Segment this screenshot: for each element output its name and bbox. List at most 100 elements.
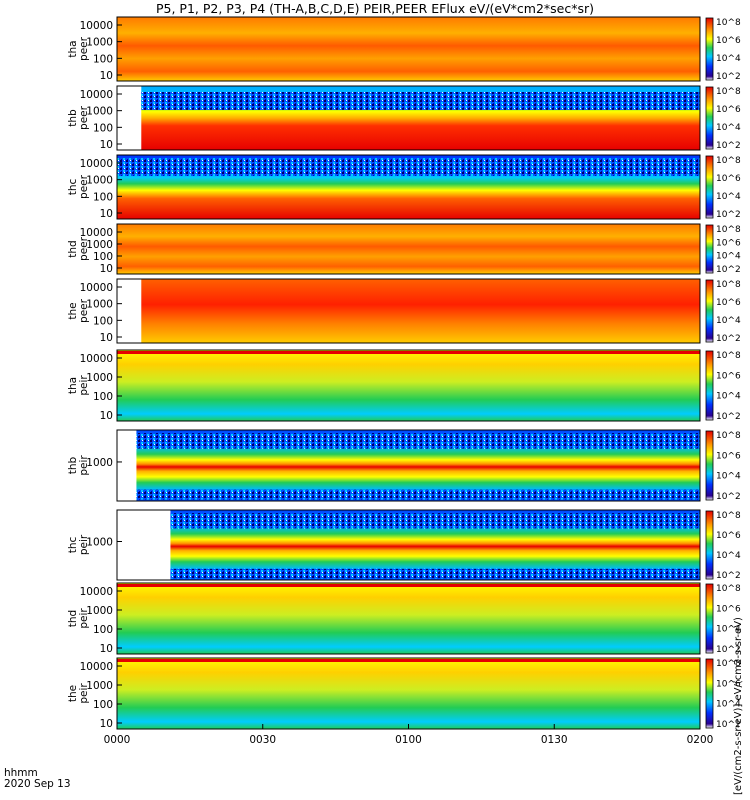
y-tick-label: 100 [93, 122, 113, 134]
colorbar-tick-label: 10^2 [716, 720, 741, 730]
colorbar-tick-label: 10^4 [716, 700, 741, 710]
colorbar: 10^2 10^4 10^6 10^8 [705, 658, 741, 730]
panel-thd-peir: thdpeir 10000 1000 100 10 10^2 10^4 10^6 10^8 [67, 582, 741, 655]
panel-ylabel: thapeir [67, 375, 90, 396]
product-label: peer [78, 105, 90, 130]
probe-label: thc [67, 179, 79, 196]
panel-tha-peer: thapeer 10000 1000 100 10 10^2 10^4 10^6 10^8 [67, 16, 741, 82]
probe-label: tha [67, 377, 79, 394]
colorbar-tick-label: 10^8 [716, 584, 741, 594]
colorbar-scale [705, 17, 714, 81]
y-tick-label: 1000 [86, 372, 113, 384]
colorbar-tick-label: 10^8 [716, 659, 741, 669]
panel-frame [116, 509, 701, 581]
panel-frame [116, 85, 701, 151]
colorbar-tick-label: 10^6 [716, 238, 741, 248]
y-tick-label: 100 [93, 251, 113, 263]
y-tick-label: 1000 [86, 605, 113, 617]
y-tick-label: 10000 [80, 158, 113, 170]
top-stripe [117, 659, 700, 662]
spectrogram [117, 583, 700, 654]
y-tick-label: 10 [100, 332, 113, 344]
colorbar-tick-label: 10^8 [716, 225, 741, 235]
colorbar: 10^2 10^4 10^6 10^8 [705, 510, 741, 581]
probe-label: thb [67, 109, 79, 127]
colorbar-tick-label: 10^6 [716, 371, 741, 381]
colorbar-tick-label: 10^4 [716, 54, 741, 64]
panel-ylabel: thdpeir [67, 608, 90, 629]
y-tick-label: 10000 [80, 227, 113, 239]
colorbar: 10^2 10^4 10^6 10^8 [705, 279, 741, 344]
x-tick-label: 0200 [687, 734, 714, 746]
time-format-label: hhmm [4, 767, 38, 779]
y-tick-label: 100 [93, 699, 113, 711]
probe-label: the [67, 685, 79, 702]
noise-band-top [170, 513, 701, 529]
noise-band-top [136, 433, 700, 449]
colorbar-tick-label: 10^8 [716, 156, 741, 166]
x-tick-label: 0130 [541, 734, 568, 746]
colorbar-title: [eV/(cm2-s-sr-eV)] eV/(cm2-s-sr-eV) [733, 617, 744, 795]
product-label: peir [78, 455, 90, 476]
colorbar-tick-label: 10^2 [716, 210, 741, 220]
colorbar-tick-label: 10^8 [716, 511, 741, 521]
colorbar-scale [705, 583, 714, 654]
colorbar: 10^2 10^4 10^6 10^8 [705, 430, 741, 502]
y-tick-label: 1000 [86, 239, 113, 251]
colorbar-tick-label: 10^4 [716, 625, 741, 635]
noise-band [141, 92, 700, 110]
colorbar-tick-label: 10^4 [716, 551, 741, 561]
colorbar: 10^2 10^4 10^6 10^8 [705, 350, 741, 422]
product-label: peer [78, 236, 90, 261]
colorbar-tick-label: 10^2 [716, 492, 741, 502]
panel-tha-peir: thapeir 10000 1000 100 10 10^2 10^4 10^6 10^8 [67, 349, 741, 422]
y-tick-label: 1000 [86, 457, 113, 469]
product-label: peir [78, 683, 90, 704]
colorbar: 10^2 10^4 10^6 10^8 [705, 224, 741, 275]
colorbar-scale [705, 86, 714, 150]
x-tick-label: 0000 [104, 734, 131, 746]
probe-label: tha [67, 40, 79, 57]
y-tick-label: 10000 [80, 586, 113, 598]
colorbar-tick-label: 10^6 [716, 298, 741, 308]
y-tick-label: 1000 [86, 299, 113, 311]
panel-frame [116, 223, 701, 275]
panel-frame [116, 429, 701, 502]
colorbar-scale [705, 155, 714, 219]
product-label: peer [78, 36, 90, 61]
y-tick-label: 10000 [80, 282, 113, 294]
colorbar-tick-label: 10^6 [716, 105, 741, 115]
colorbar-tick-label: 10^6 [716, 451, 741, 461]
date-label: 2020 Sep 13 [4, 778, 71, 790]
panel-frame [116, 582, 701, 655]
panel-ylabel: thepeir [67, 683, 90, 704]
y-tick-label: 100 [93, 624, 113, 636]
y-tick-label: 100 [93, 53, 113, 65]
x-tick-label: 0030 [249, 734, 276, 746]
colorbar-scale [705, 658, 714, 729]
y-tick-label: 1000 [86, 106, 113, 118]
y-tick-label: 10 [100, 263, 113, 275]
colorbar-scale [705, 350, 714, 421]
chart-title: P5, P1, P2, P3, P4 (TH-A,B,C,D,E) PEIR,P… [155, 1, 595, 16]
colorbar-tick-label: 10^2 [716, 265, 741, 275]
panel-thc-peer: thcpeer 10000 1000 100 10 10^2 10^4 10^6 10^8 [67, 154, 741, 220]
colorbar: 10^2 10^4 10^6 10^8 [705, 86, 741, 151]
panel-frame [116, 349, 701, 422]
colorbar-tick-label: 10^2 [716, 334, 741, 344]
colorbar-tick-label: 10^8 [716, 87, 741, 97]
colorbar-scale [705, 224, 714, 274]
spectrogram [117, 658, 700, 729]
probe-label: thc [67, 537, 79, 554]
colorbar-tick-label: 10^4 [716, 392, 741, 402]
y-tick-label: 100 [93, 315, 113, 327]
product-label: peer [78, 298, 90, 323]
colorbar-tick-label: 10^8 [716, 431, 741, 441]
panel-frame [116, 278, 701, 344]
colorbar: 10^2 10^4 10^6 10^8 [705, 17, 741, 82]
colorbar: 10^2 10^4 10^6 10^8 [705, 155, 741, 220]
colorbar-tick-label: 10^2 [716, 571, 741, 581]
